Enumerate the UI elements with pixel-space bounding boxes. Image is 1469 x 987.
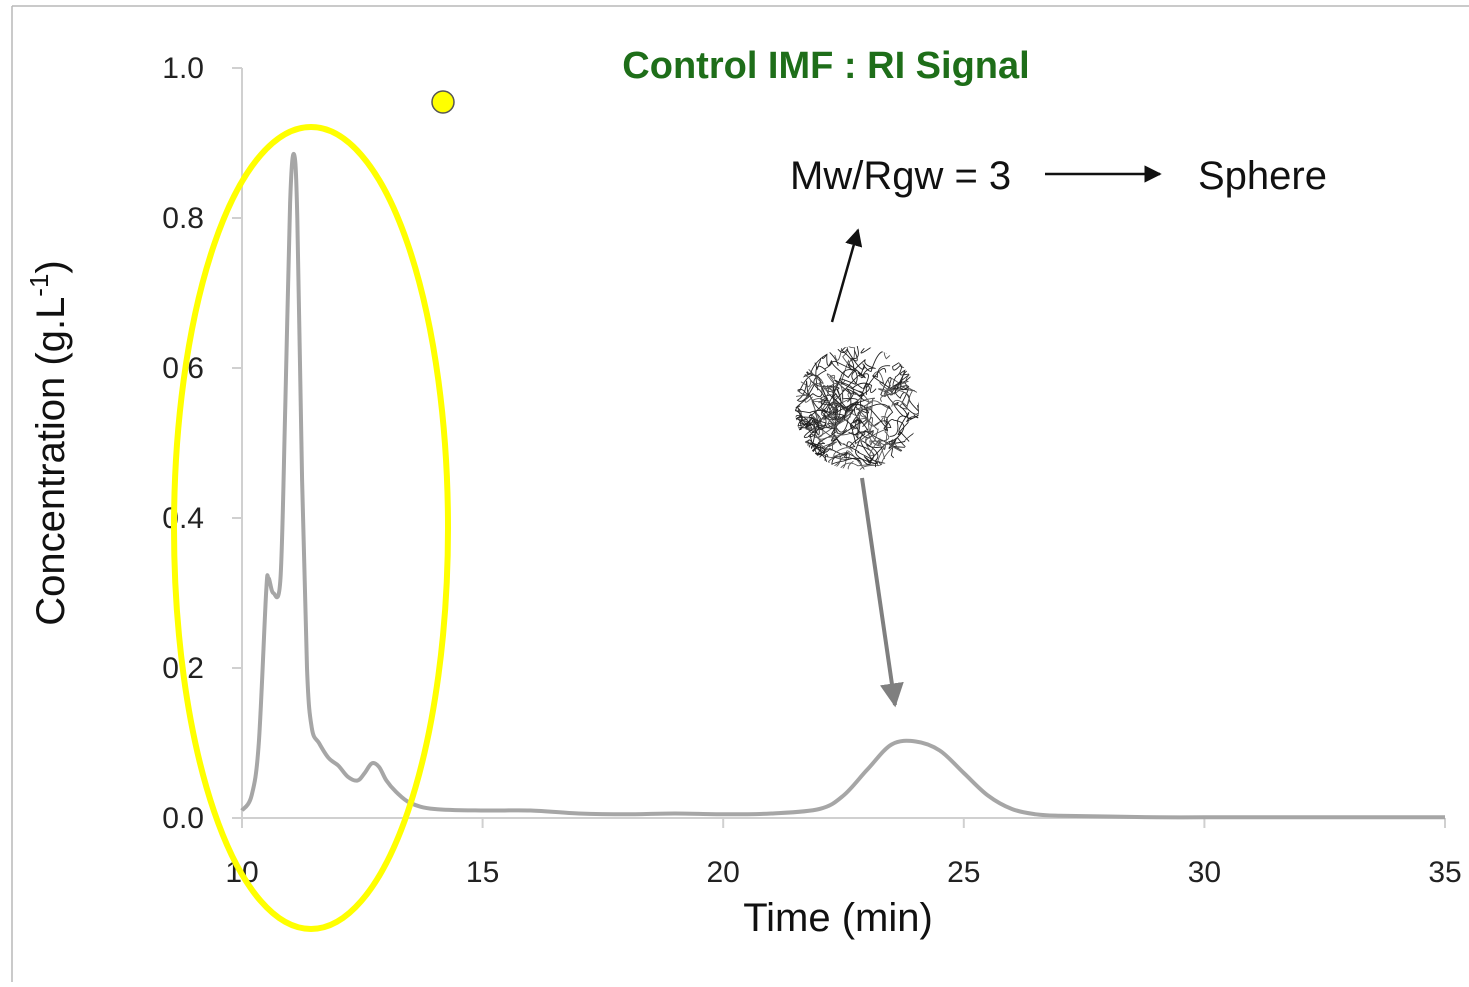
coil-strand <box>795 346 805 371</box>
x-tick-label: 25 <box>947 856 980 889</box>
coil-strand <box>835 392 886 460</box>
y-tick-label: 1.0 <box>162 52 204 85</box>
coil-strand <box>818 373 844 404</box>
coil-strand <box>892 348 919 387</box>
highlight-dot <box>431 90 455 114</box>
coil-strand <box>877 362 919 407</box>
coil-strand <box>796 413 827 433</box>
coil-strand <box>797 346 828 360</box>
coil-strand <box>832 346 866 379</box>
coil-strand <box>891 346 919 360</box>
coil-strand <box>851 368 887 397</box>
coil-strand <box>831 369 863 435</box>
coil-strand <box>842 431 878 464</box>
shape-annotation: Sphere <box>1198 154 1327 198</box>
coil-strand <box>831 359 876 390</box>
coil-strand <box>811 399 844 440</box>
coil-strand <box>875 452 915 470</box>
coil-strand <box>795 417 801 466</box>
x-tick-label: 15 <box>466 856 499 889</box>
coil-strand <box>817 416 851 451</box>
y-axis-title-superscript: -1 <box>24 274 54 297</box>
coil-strand <box>882 439 907 470</box>
coil-strand <box>833 346 857 368</box>
y-axis-title-close: ) <box>29 260 73 273</box>
coil-strand <box>805 419 826 449</box>
coil-strand <box>856 401 879 443</box>
coil-strand <box>860 346 893 373</box>
coil-strand <box>889 405 919 437</box>
coil-strand <box>808 387 833 430</box>
y-tick-label: 0.4 <box>162 502 204 535</box>
coil-strand <box>872 371 919 409</box>
y-axis-title-main: Concentration (g.L <box>29 297 73 626</box>
polymer-coil-icon <box>795 346 919 470</box>
x-tick-label: 20 <box>707 856 740 889</box>
peak-pointer-arrow <box>860 477 904 708</box>
coil-strand <box>891 452 919 470</box>
coil-strand <box>848 403 894 435</box>
coil-strand <box>802 453 830 470</box>
x-tick-label: 35 <box>1428 856 1461 889</box>
coil-strand <box>834 346 878 361</box>
coil-strand <box>848 403 869 444</box>
highlight-ellipse <box>171 124 451 932</box>
coil-strand <box>795 346 811 364</box>
coil-strand <box>892 346 919 361</box>
x-tick-label: 30 <box>1188 856 1221 889</box>
coil-strand <box>865 428 894 468</box>
coil-strand <box>795 408 820 438</box>
x-ticks: 10 15 20 25 30 35 <box>225 818 1462 889</box>
coil-strand <box>832 390 875 423</box>
coil-strand <box>811 398 837 420</box>
coil-strand <box>795 346 828 409</box>
y-axis-title: Concentration (g.L-1) <box>24 260 73 626</box>
coil-strand <box>824 346 859 370</box>
ratio-annotation: Mw/Rgw = 3 <box>790 154 1011 198</box>
y-tick-label: 0.0 <box>162 802 204 835</box>
coil-strand <box>821 441 853 460</box>
coil-strand <box>804 380 840 403</box>
y-tick-label: 0.8 <box>162 202 204 235</box>
coil-strand <box>796 440 814 470</box>
series-line-ri-signal <box>240 151 1445 820</box>
coil-strand <box>868 416 890 446</box>
coil-strand <box>891 384 919 444</box>
chart-title: Control IMF : RI Signal <box>622 45 1029 87</box>
coil-strand <box>830 346 851 385</box>
coil-strand <box>883 346 919 368</box>
x-axis-title: Time (min) <box>743 896 933 940</box>
ratio-pointer-arrow <box>830 228 863 323</box>
